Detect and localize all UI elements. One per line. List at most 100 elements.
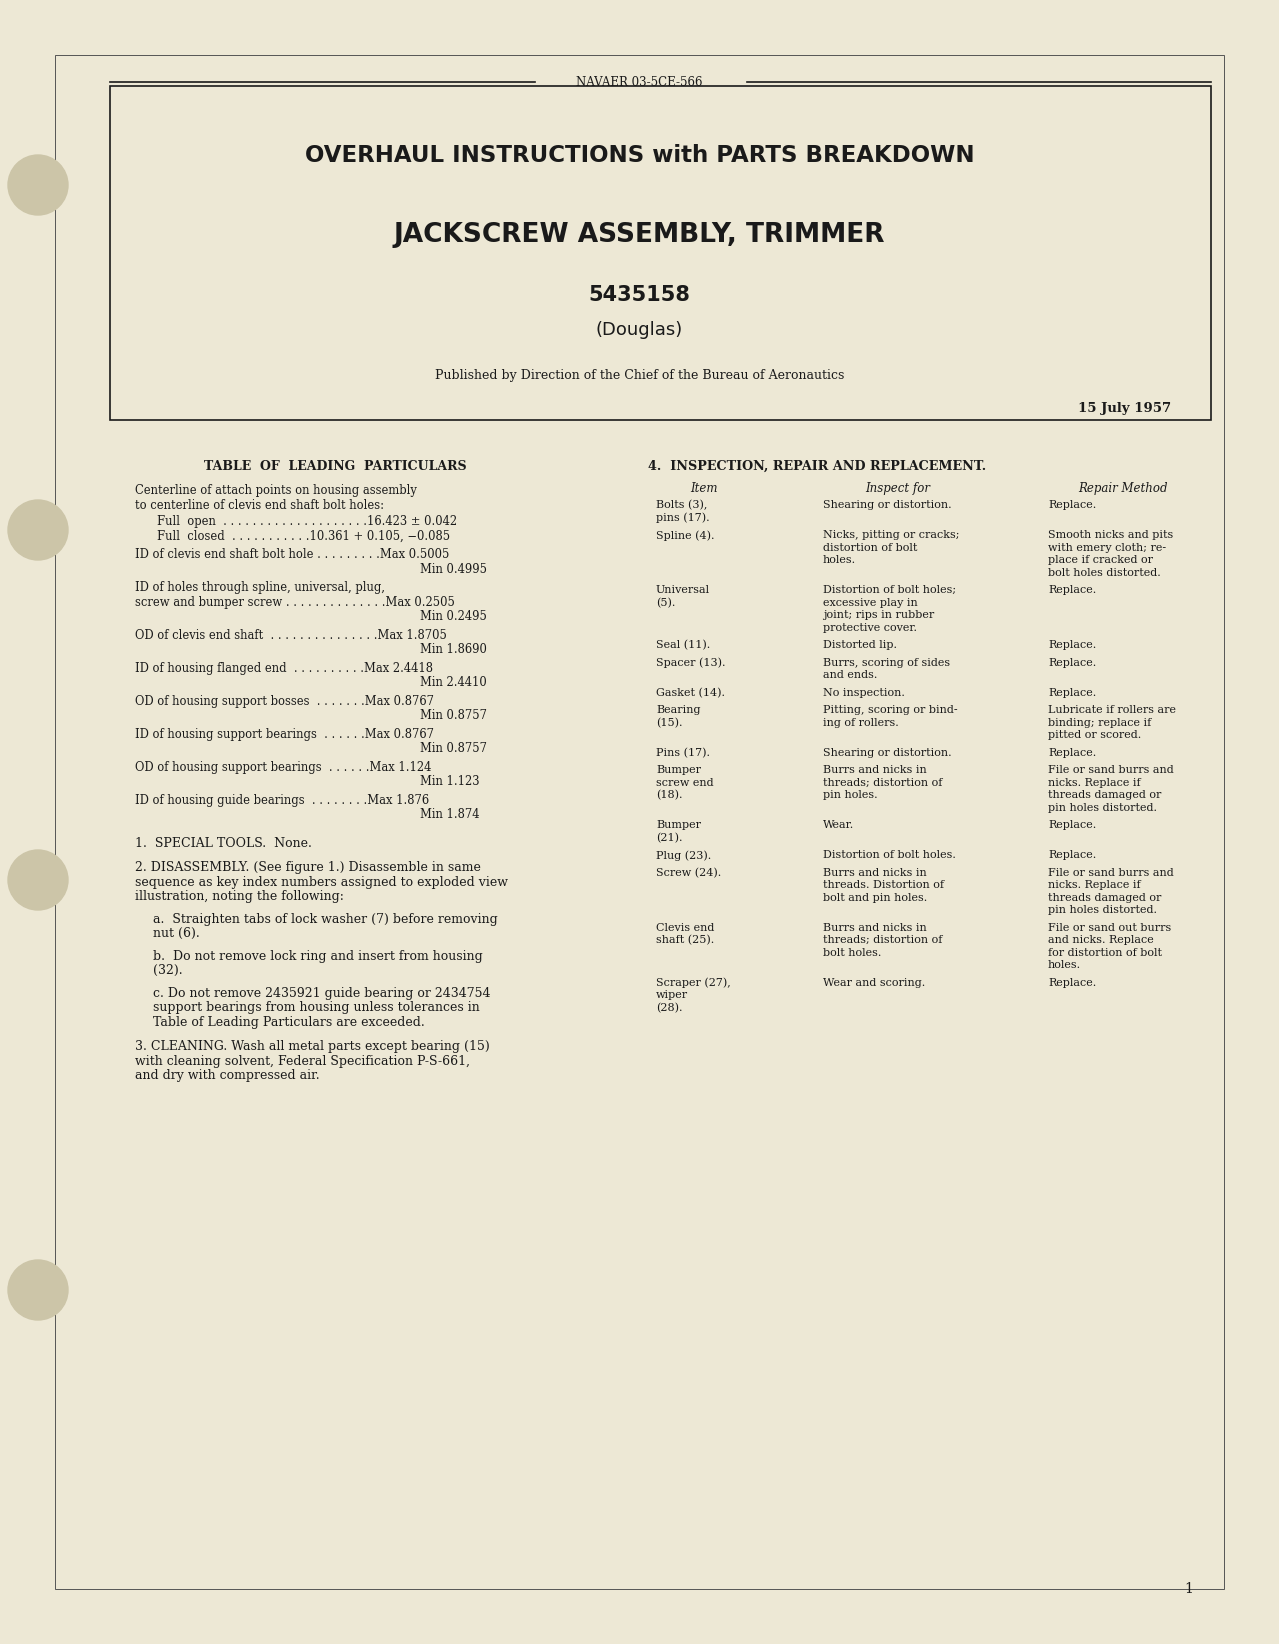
- Text: pin holes.: pin holes.: [822, 791, 877, 801]
- Text: pin holes distorted.: pin holes distorted.: [1048, 802, 1157, 812]
- Text: Full  closed  . . . . . . . . . . .10.361 + 0.105, −0.085: Full closed . . . . . . . . . . .10.361 …: [157, 529, 450, 543]
- Text: Inspect for: Inspect for: [866, 482, 931, 495]
- Text: Seal (11).: Seal (11).: [656, 640, 710, 651]
- Text: Scraper (27),: Scraper (27),: [656, 978, 730, 988]
- Text: Min 2.4410: Min 2.4410: [420, 676, 487, 689]
- Text: screw end: screw end: [656, 778, 714, 787]
- Text: File or sand burrs and: File or sand burrs and: [1048, 764, 1174, 774]
- Text: OD of clevis end shaft  . . . . . . . . . . . . . . .Max 1.8705: OD of clevis end shaft . . . . . . . . .…: [136, 628, 446, 641]
- Text: Wear and scoring.: Wear and scoring.: [822, 978, 925, 988]
- Text: Lubricate if rollers are: Lubricate if rollers are: [1048, 705, 1175, 715]
- Text: (32).: (32).: [153, 963, 183, 977]
- Text: Min 0.4995: Min 0.4995: [420, 562, 487, 575]
- Text: Min 1.874: Min 1.874: [420, 807, 480, 820]
- Text: Distortion of bolt holes.: Distortion of bolt holes.: [822, 850, 955, 860]
- Circle shape: [8, 500, 68, 561]
- Text: pins (17).: pins (17).: [656, 513, 710, 523]
- Text: and dry with compressed air.: and dry with compressed air.: [136, 1069, 320, 1082]
- Text: Replace.: Replace.: [1048, 585, 1096, 595]
- Circle shape: [8, 850, 68, 911]
- Text: (18).: (18).: [656, 791, 683, 801]
- Text: Full  open  . . . . . . . . . . . . . . . . . . . .16.423 ± 0.042: Full open . . . . . . . . . . . . . . . …: [157, 515, 457, 528]
- Text: File or sand burrs and: File or sand burrs and: [1048, 868, 1174, 878]
- Text: a.  Straighten tabs of lock washer (7) before removing: a. Straighten tabs of lock washer (7) be…: [153, 912, 498, 926]
- Text: Bolts (3),: Bolts (3),: [656, 500, 707, 510]
- Text: Universal: Universal: [656, 585, 710, 595]
- Text: ID of holes through spline, universal, plug,: ID of holes through spline, universal, p…: [136, 580, 385, 593]
- Text: bolt and pin holes.: bolt and pin holes.: [822, 893, 927, 903]
- Text: binding; replace if: binding; replace if: [1048, 717, 1151, 728]
- Text: Centerline of attach points on housing assembly: Centerline of attach points on housing a…: [136, 483, 417, 496]
- Text: Published by Direction of the Chief of the Bureau of Aeronautics: Published by Direction of the Chief of t…: [435, 368, 844, 381]
- Text: Distorted lip.: Distorted lip.: [822, 640, 897, 649]
- Text: Burrs and nicks in: Burrs and nicks in: [822, 922, 927, 932]
- Text: OD of housing support bearings  . . . . . .Max 1.124: OD of housing support bearings . . . . .…: [136, 761, 431, 773]
- Text: No inspection.: No inspection.: [822, 687, 904, 697]
- Text: Shearing or distortion.: Shearing or distortion.: [822, 748, 952, 758]
- Text: Pins (17).: Pins (17).: [656, 748, 710, 758]
- Text: (21).: (21).: [656, 832, 683, 843]
- Text: place if cracked or: place if cracked or: [1048, 556, 1152, 566]
- Text: Pitting, scoring or bind-: Pitting, scoring or bind-: [822, 705, 958, 715]
- Text: pitted or scored.: pitted or scored.: [1048, 730, 1141, 740]
- Text: JACKSCREW ASSEMBLY, TRIMMER: JACKSCREW ASSEMBLY, TRIMMER: [394, 222, 885, 248]
- Text: support bearings from housing unless tolerances in: support bearings from housing unless tol…: [153, 1001, 480, 1014]
- Text: threads. Distortion of: threads. Distortion of: [822, 880, 944, 889]
- Text: Min 0.2495: Min 0.2495: [420, 610, 487, 623]
- Text: (28).: (28).: [656, 1003, 683, 1013]
- Text: holes.: holes.: [1048, 960, 1081, 970]
- Text: and ends.: and ends.: [822, 671, 877, 681]
- Text: ID of housing support bearings  . . . . . .Max 0.8767: ID of housing support bearings . . . . .…: [136, 728, 434, 740]
- Text: Min 0.8757: Min 0.8757: [420, 709, 487, 722]
- Circle shape: [8, 155, 68, 215]
- Text: Item: Item: [691, 482, 718, 495]
- Text: Wear.: Wear.: [822, 820, 854, 830]
- Text: Nicks, pitting or cracks;: Nicks, pitting or cracks;: [822, 529, 959, 539]
- Text: ID of housing guide bearings  . . . . . . . .Max 1.876: ID of housing guide bearings . . . . . .…: [136, 794, 430, 807]
- Text: Min 1.8690: Min 1.8690: [420, 643, 487, 656]
- Text: Replace.: Replace.: [1048, 640, 1096, 649]
- Text: 2. DISASSEMBLY. (See figure 1.) Disassemble in same: 2. DISASSEMBLY. (See figure 1.) Disassem…: [136, 861, 481, 875]
- Bar: [110, 85, 1211, 419]
- Text: OVERHAUL INSTRUCTIONS with PARTS BREAKDOWN: OVERHAUL INSTRUCTIONS with PARTS BREAKDO…: [304, 143, 975, 166]
- Text: to centerline of clevis end shaft bolt holes:: to centerline of clevis end shaft bolt h…: [136, 498, 384, 511]
- Text: shaft (25).: shaft (25).: [656, 935, 714, 945]
- Text: Distortion of bolt holes;: Distortion of bolt holes;: [822, 585, 957, 595]
- Text: Replace.: Replace.: [1048, 748, 1096, 758]
- Text: and nicks. Replace: and nicks. Replace: [1048, 935, 1154, 945]
- Text: 15 July 1957: 15 July 1957: [1078, 401, 1172, 414]
- Text: ID of clevis end shaft bolt hole . . . . . . . . .Max 0.5005: ID of clevis end shaft bolt hole . . . .…: [136, 547, 449, 561]
- Text: Smooth nicks and pits: Smooth nicks and pits: [1048, 529, 1173, 539]
- Text: with emery cloth; re-: with emery cloth; re-: [1048, 543, 1166, 552]
- Circle shape: [8, 1259, 68, 1320]
- Text: (Douglas): (Douglas): [596, 321, 683, 339]
- Text: 1: 1: [1184, 1582, 1193, 1596]
- Text: pin holes distorted.: pin holes distorted.: [1048, 904, 1157, 916]
- Text: (5).: (5).: [656, 597, 675, 608]
- Text: Min 1.123: Min 1.123: [420, 774, 480, 787]
- Text: NAVAER 03-5CE-566: NAVAER 03-5CE-566: [577, 76, 702, 89]
- Text: excessive play in: excessive play in: [822, 597, 918, 608]
- Text: distortion of bolt: distortion of bolt: [822, 543, 917, 552]
- Text: threads; distortion of: threads; distortion of: [822, 935, 943, 945]
- Text: Gasket (14).: Gasket (14).: [656, 687, 725, 697]
- Text: Table of Leading Particulars are exceeded.: Table of Leading Particulars are exceede…: [153, 1016, 425, 1029]
- Text: Replace.: Replace.: [1048, 658, 1096, 667]
- Text: for distortion of bolt: for distortion of bolt: [1048, 947, 1163, 957]
- Text: Replace.: Replace.: [1048, 820, 1096, 830]
- Text: threads; distortion of: threads; distortion of: [822, 778, 943, 787]
- Text: Replace.: Replace.: [1048, 978, 1096, 988]
- Text: Replace.: Replace.: [1048, 500, 1096, 510]
- Text: TABLE  OF  LEADING  PARTICULARS: TABLE OF LEADING PARTICULARS: [203, 460, 467, 473]
- Text: holes.: holes.: [822, 556, 856, 566]
- Text: protective cover.: protective cover.: [822, 623, 917, 633]
- Text: ing of rollers.: ing of rollers.: [822, 717, 899, 728]
- Text: Bearing: Bearing: [656, 705, 701, 715]
- Text: Replace.: Replace.: [1048, 687, 1096, 697]
- Text: screw and bumper screw . . . . . . . . . . . . . .Max 0.2505: screw and bumper screw . . . . . . . . .…: [136, 595, 455, 608]
- Text: 5435158: 5435158: [588, 284, 691, 306]
- Text: 1.  SPECIAL TOOLS.  None.: 1. SPECIAL TOOLS. None.: [136, 837, 312, 850]
- Text: wiper: wiper: [656, 990, 688, 1000]
- Text: Clevis end: Clevis end: [656, 922, 715, 932]
- Text: Min 0.8757: Min 0.8757: [420, 741, 487, 755]
